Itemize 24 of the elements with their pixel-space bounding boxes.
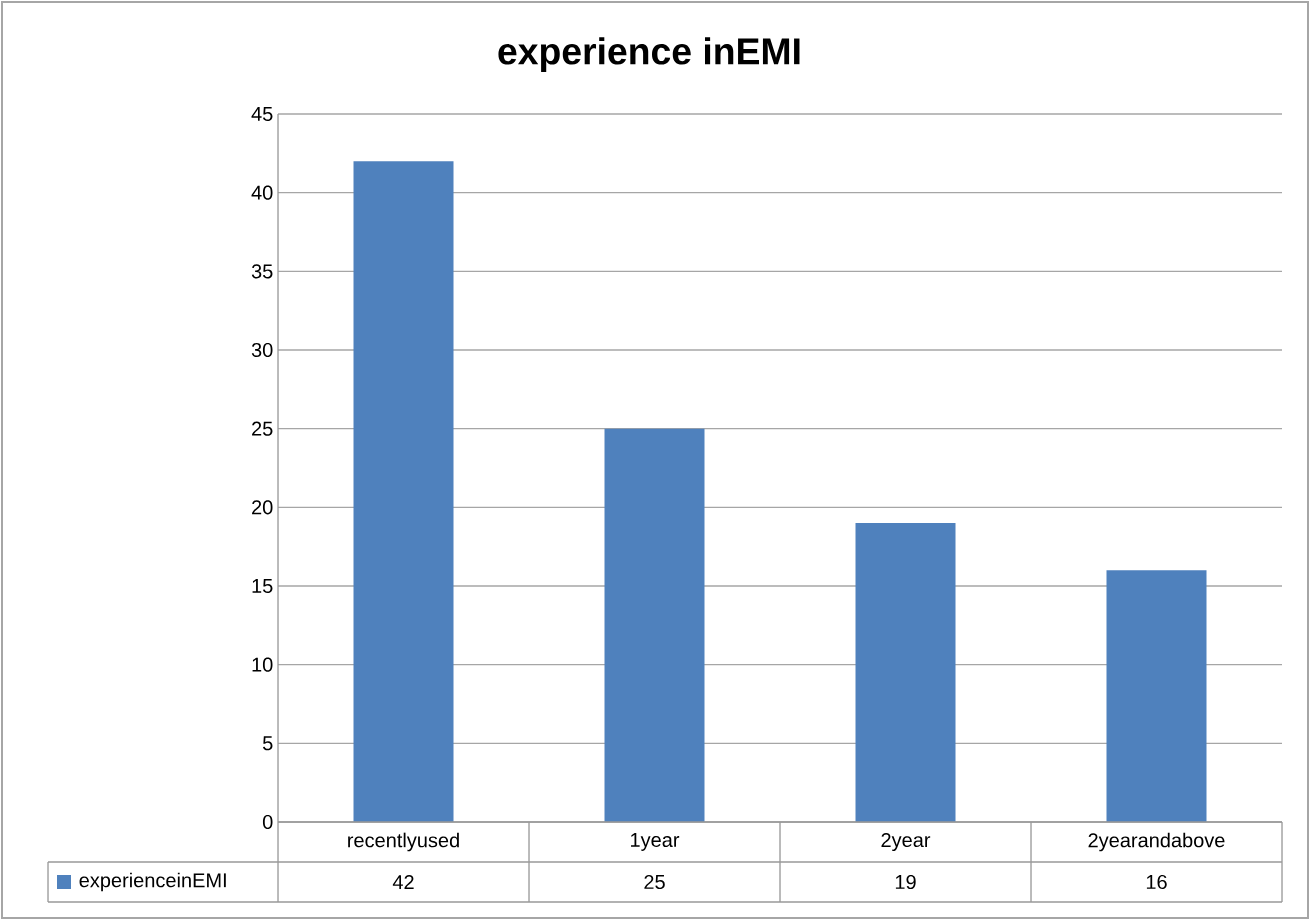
y-tick-label: 45: [251, 107, 273, 121]
bar: [353, 161, 454, 822]
y-tick-label: 15: [252, 579, 273, 593]
x-tick-label: 1year: [631, 833, 680, 851]
legend-label: experienceinEMI: [79, 872, 226, 892]
x-tick-label: 2yearandabove: [1088, 832, 1225, 852]
data-label: 19: [895, 874, 916, 890]
y-tick-label: 30: [251, 342, 273, 358]
y-tick-label: 20: [252, 500, 273, 515]
data-label: 42: [392, 875, 414, 889]
x-tick-label: recentlyused: [348, 832, 459, 852]
chart-title: experience inEMI: [498, 37, 800, 72]
y-tick-label: 25: [252, 421, 273, 436]
data-label: 25: [644, 874, 665, 890]
y-tick-label: 40: [251, 185, 273, 200]
data-label: 16: [1146, 874, 1167, 890]
y-tick-label: 5: [262, 736, 273, 751]
y-tick-label: 35: [251, 264, 273, 279]
y-tick-label: 0: [262, 814, 273, 830]
bar: [855, 523, 956, 822]
y-tick-label: 10: [252, 657, 273, 672]
bar: [1106, 570, 1207, 822]
bar: [604, 428, 705, 822]
x-tick-label: 2year: [881, 832, 931, 852]
